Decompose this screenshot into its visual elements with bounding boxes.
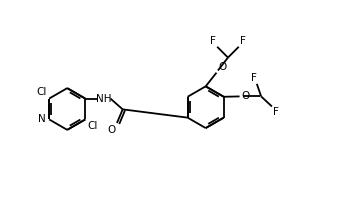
- Text: O: O: [218, 62, 226, 72]
- Text: NH: NH: [96, 94, 112, 104]
- Text: Cl: Cl: [88, 121, 98, 131]
- Text: F: F: [273, 107, 279, 117]
- Text: O: O: [242, 91, 249, 101]
- Text: Cl: Cl: [36, 87, 47, 97]
- Text: F: F: [251, 73, 256, 83]
- Text: F: F: [210, 36, 216, 46]
- Text: O: O: [107, 125, 115, 135]
- Text: N: N: [38, 114, 46, 124]
- Text: F: F: [240, 36, 246, 46]
